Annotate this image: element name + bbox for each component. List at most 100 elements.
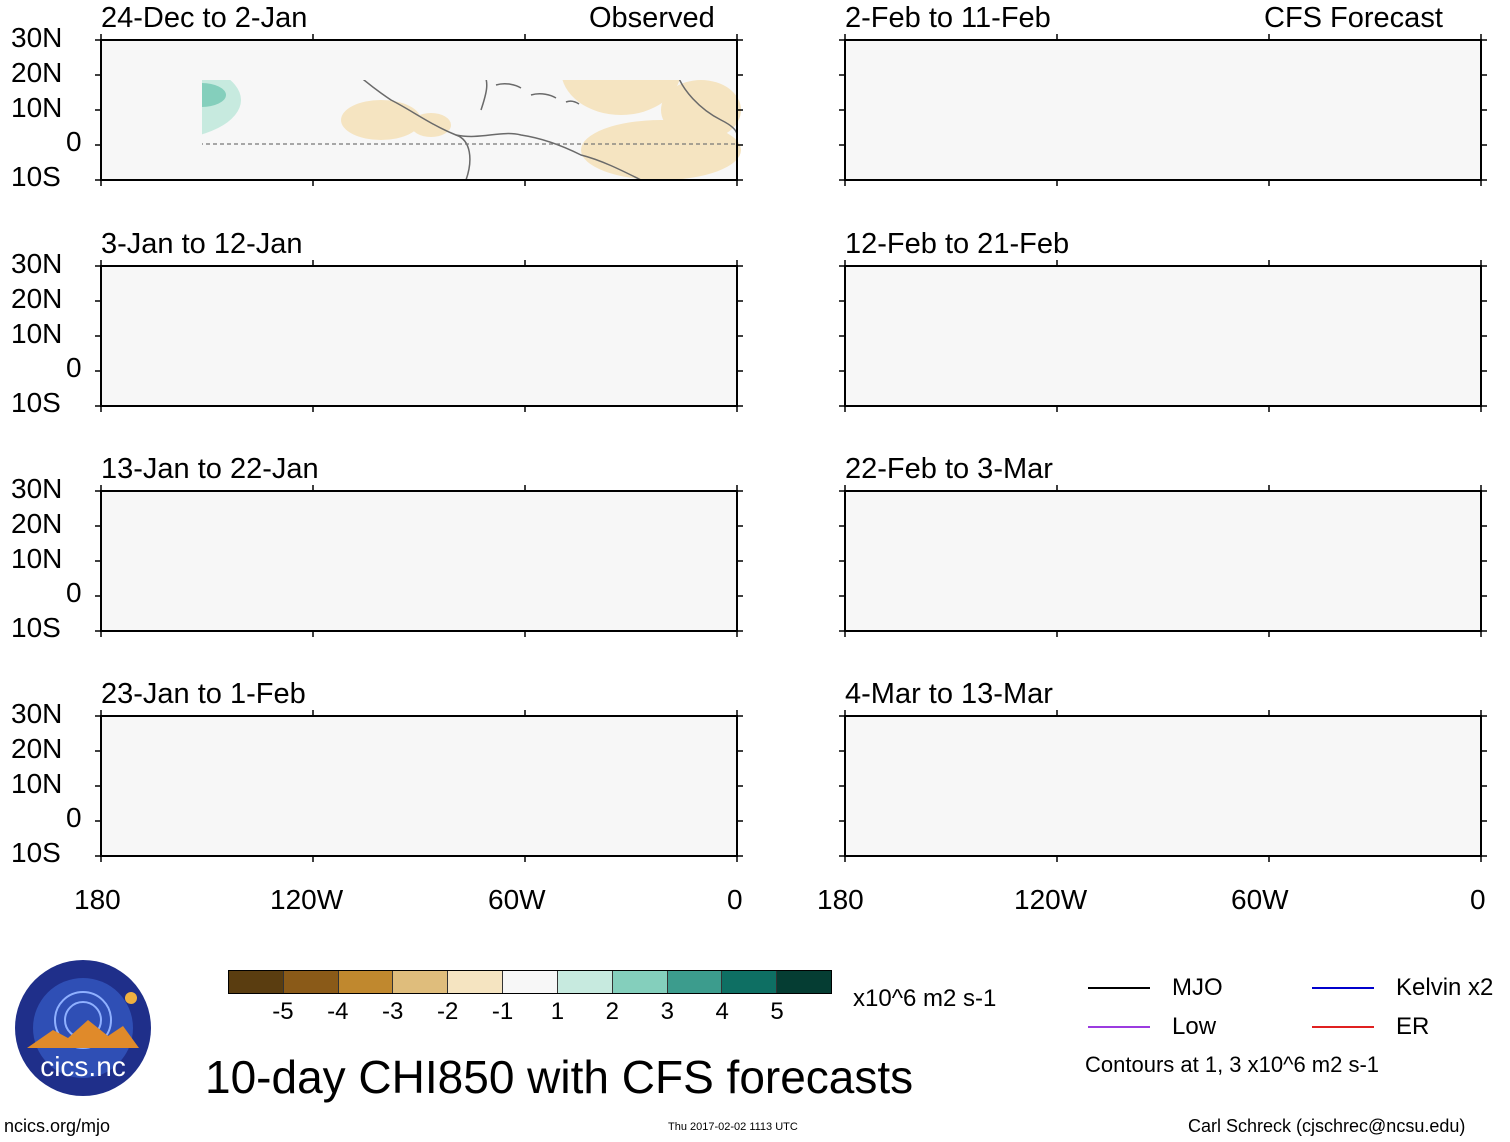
lat-tick: 30N [11, 473, 63, 504]
panel-label: 24-Dec to 2-Jan [101, 2, 308, 34]
colorbar-label: 2 [605, 998, 620, 1025]
map-background [845, 266, 1481, 406]
colorbar-label: -2 [436, 998, 459, 1025]
coastline [495, 83, 580, 105]
panel-label: 12-Feb to 21-Feb [845, 228, 1070, 260]
map-panel [839, 485, 1487, 637]
cics-logo: cics.nc [15, 960, 151, 1096]
map-background [101, 491, 737, 631]
colorbar-swatch [393, 971, 449, 993]
panel-label: 23-Jan to 1-Feb [101, 678, 306, 710]
panel-label: 3-Jan to 12-Jan [101, 228, 303, 260]
coastline [678, 80, 738, 136]
legend-mjo-label: MJO [1172, 974, 1223, 1001]
panel-label: 4-Mar to 13-Mar [845, 678, 1053, 710]
footer-author: Carl Schreck (cjschrec@ncsu.edu) [1188, 1116, 1466, 1136]
legend-er-line [1312, 1026, 1374, 1028]
map-panel [95, 260, 743, 412]
legend-mjo-line [1088, 987, 1150, 989]
legend-kelvin-label: Kelvin x2 [1396, 974, 1494, 1001]
lon-tick: 120W [1014, 884, 1088, 915]
colorbar-swatch [612, 971, 668, 993]
panel-label: 22-Feb to 3-Mar [845, 453, 1053, 485]
lat-tick: 20N [11, 733, 63, 764]
panel-label: 2-Feb to 11-Feb [845, 2, 1051, 34]
legend-kelvin: Kelvin x2 [1312, 974, 1493, 1002]
colorbar-label: 5 [770, 998, 784, 1025]
legend-note: Contours at 1, 3 x10^6 m2 s-1 [1085, 1052, 1380, 1077]
colorbar-swatch [722, 971, 778, 993]
colorbar-swatch [503, 971, 558, 993]
figure-title: 10-day CHI850 with CFS forecasts [205, 1051, 914, 1103]
colorbar-label: -3 [382, 998, 404, 1025]
map-panel [839, 34, 1487, 186]
lat-tick: 10S [11, 387, 61, 418]
lat-tick: 0 [66, 352, 82, 383]
lat-tick: 0 [66, 577, 82, 608]
legend-low: Low [1088, 1013, 1216, 1041]
map-background [101, 716, 737, 856]
footer-timestamp: Thu 2017-02-02 1113 UTC [668, 1121, 798, 1133]
lat-tick: 10N [11, 543, 63, 574]
panel-header-forecast: CFS Forecast [1264, 2, 1443, 34]
colorbar-swatch [229, 971, 284, 993]
colorbar-label: 4 [715, 998, 729, 1025]
panel-header-observed: Observed [589, 2, 715, 34]
lat-tick: 30N [11, 22, 63, 53]
map-panel [839, 710, 1487, 862]
legend-er-label: ER [1396, 1013, 1430, 1040]
anomaly-region [341, 100, 421, 140]
colorbar-swatch [283, 971, 339, 993]
lat-tick: 20N [11, 283, 63, 314]
anomaly-region [562, 80, 680, 115]
legend-er: ER [1312, 1013, 1429, 1041]
lat-tick: 10N [11, 318, 63, 349]
lon-tick: 180 [817, 884, 864, 915]
legend-kelvin-line [1312, 987, 1374, 989]
anomaly-region [661, 80, 741, 140]
colorbar-swatch [338, 971, 394, 993]
map-background [845, 716, 1481, 856]
anomaly-region [411, 113, 451, 137]
colorbar-swatch [557, 971, 613, 993]
lat-tick: 10S [11, 612, 61, 643]
lon-tick: 60W [488, 884, 546, 915]
anomaly-region [202, 83, 226, 107]
coastline [455, 132, 642, 181]
colorbar-label: 3 [660, 998, 674, 1025]
coastline [480, 80, 488, 111]
lat-tick: 20N [11, 57, 63, 88]
lat-tick: 10N [11, 92, 63, 123]
lon-tick: 0 [727, 884, 743, 915]
lon-tick: 60W [1231, 884, 1289, 915]
panel-label: 13-Jan to 22-Jan [101, 453, 319, 485]
colorbar-label: 1 [550, 998, 565, 1025]
lat-tick: 0 [66, 802, 82, 833]
colorbar [228, 970, 832, 994]
map-background [101, 266, 737, 406]
logo-text: cics.nc [40, 1051, 126, 1082]
lon-tick: 0 [1470, 884, 1486, 915]
colorbar-swatch [667, 971, 723, 993]
lat-tick: 10S [11, 837, 61, 868]
colorbar-swatch [448, 971, 504, 993]
colorbar-label: -1 [491, 998, 514, 1025]
lat-tick: 10S [11, 161, 61, 192]
legend-mjo: MJO [1088, 974, 1223, 1002]
legend-low-label: Low [1172, 1013, 1217, 1040]
coastline [362, 80, 471, 181]
colorbar-swatch [777, 971, 831, 993]
map-background [845, 40, 1481, 180]
map-panel [95, 34, 743, 186]
lat-tick: 30N [11, 698, 63, 729]
legend-low-line [1088, 1026, 1150, 1028]
lon-tick: 120W [270, 884, 344, 915]
footer-website[interactable]: ncics.org/mjo [4, 1116, 111, 1136]
map-figure [95, 34, 1487, 862]
colorbar-label: -4 [327, 998, 349, 1025]
colorbar-label: -5 [272, 998, 294, 1025]
map-panel [95, 485, 743, 637]
lat-tick: 30N [11, 248, 63, 279]
map-panel [839, 260, 1487, 412]
lat-tick: 10N [11, 768, 63, 799]
